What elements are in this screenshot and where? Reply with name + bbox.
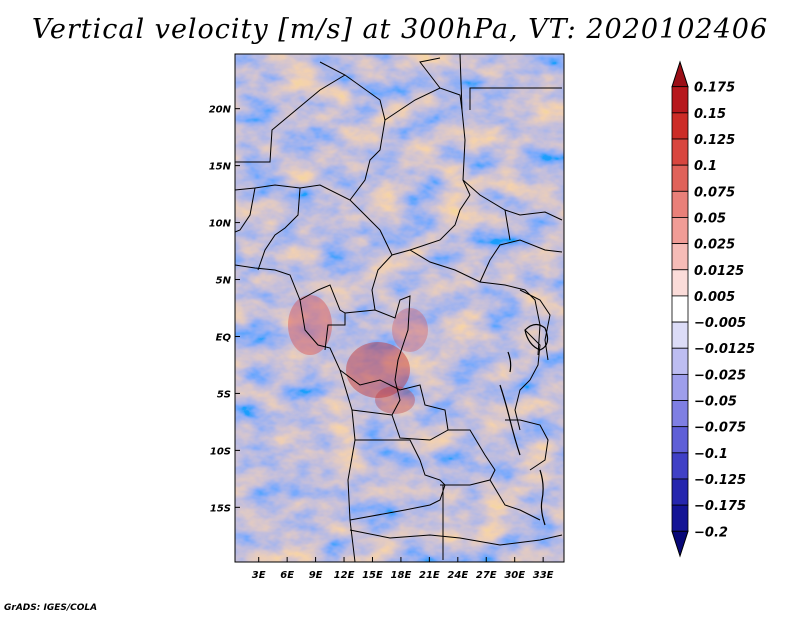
lon-tick-label: 24E — [447, 570, 468, 581]
colorbar: 0.175 0.15 0.125 0.1 0.075 0.05 0.025 0.0125 0.0… — [671, 60, 755, 558]
colorbar-label: −0.125 — [694, 473, 746, 488]
lake-malawi — [539, 469, 546, 526]
lon-tick-label: 33E — [533, 570, 554, 581]
country-borders — [235, 54, 563, 562]
colorbar-bin — [671, 295, 689, 323]
lat-tick-label: 5S — [217, 389, 231, 400]
colorbar-label: 0.025 — [694, 238, 735, 253]
latitude-axis: 20N 15N 10N 5N EQ 5S 10S 15S — [209, 105, 240, 514]
lat-tick-label: 20N — [209, 105, 232, 116]
colorbar-bin — [671, 504, 689, 532]
convection-cell — [392, 308, 428, 352]
longitude-axis: 3E 6E 9E 12E 15E 18E 21E 24E 27E 30E 33E — [252, 557, 554, 581]
colorbar-bin — [671, 243, 689, 271]
lon-tick-label: 30E — [504, 570, 525, 581]
chart-title: Vertical velocity [m/s] at 300hPa, VT: 2… — [31, 14, 769, 45]
colorbar-bin — [671, 452, 689, 480]
colorbar-label: −0.1 — [694, 447, 728, 462]
lon-tick-label: 12E — [334, 570, 355, 581]
colorbar-bin — [671, 138, 689, 166]
colorbar-label: 0.05 — [694, 211, 726, 226]
lat-tick-label: 15S — [210, 503, 231, 514]
colorbar-max-arrow — [671, 60, 689, 88]
lat-tick-label: 10S — [210, 446, 231, 457]
colorbar-label: −0.025 — [694, 368, 746, 383]
lat-tick-label: EQ — [216, 332, 232, 343]
colorbar-bin — [671, 373, 689, 401]
lat-tick-label: 5N — [216, 276, 232, 287]
lat-tick-label: 15N — [209, 162, 232, 173]
colorbar-label: 0.125 — [694, 133, 735, 148]
lake-tanganyika — [499, 384, 521, 456]
colorbar-bin — [671, 478, 689, 506]
colorbar-bin — [671, 400, 689, 428]
colorbar-label: 0.005 — [694, 290, 735, 305]
velocity-field — [235, 54, 564, 562]
colorbar-label: −0.05 — [694, 395, 737, 410]
colorbar-label: 0.1 — [694, 159, 717, 174]
colorbar-bin — [671, 112, 689, 140]
colorbar-label: 0.0125 — [694, 264, 744, 279]
convection-cell — [375, 386, 415, 414]
colorbar-bin — [671, 86, 689, 114]
lon-tick-label: 18E — [391, 570, 412, 581]
lon-tick-label: 6E — [280, 570, 294, 581]
colorbar-bin — [671, 217, 689, 245]
colorbar-bin — [671, 347, 689, 375]
map-frame — [234, 53, 565, 563]
footer-credit: GrADS: IGES/COLA — [4, 603, 98, 613]
lon-tick-label: 9E — [309, 570, 323, 581]
lon-tick-label: 3E — [252, 570, 266, 581]
colorbar-min-arrow — [671, 530, 689, 558]
colorbar-label: −0.0125 — [694, 342, 755, 357]
colorbar-label: 0.175 — [694, 81, 735, 96]
colorbar-bin — [671, 164, 689, 192]
lon-tick-label: 27E — [476, 570, 497, 581]
colorbar-label: −0.175 — [694, 499, 746, 514]
colorbar-bin — [671, 321, 689, 349]
lake-kivu — [507, 351, 512, 373]
colorbar-label: −0.075 — [694, 421, 746, 436]
lake-victoria — [524, 323, 549, 351]
lat-tick-label: 10N — [209, 219, 232, 230]
colorbar-bin — [671, 190, 689, 218]
colorbar-label: −0.2 — [694, 525, 728, 540]
convection-cell — [288, 295, 332, 355]
colorbar-bin — [671, 426, 689, 454]
lakes — [499, 323, 549, 526]
colorbar-label: 0.15 — [694, 107, 726, 122]
colorbar-bin — [671, 269, 689, 297]
colorbar-label: 0.075 — [694, 185, 735, 200]
lon-tick-label: 15E — [362, 570, 383, 581]
lon-tick-label: 21E — [419, 570, 440, 581]
colorbar-label: −0.005 — [694, 316, 746, 331]
